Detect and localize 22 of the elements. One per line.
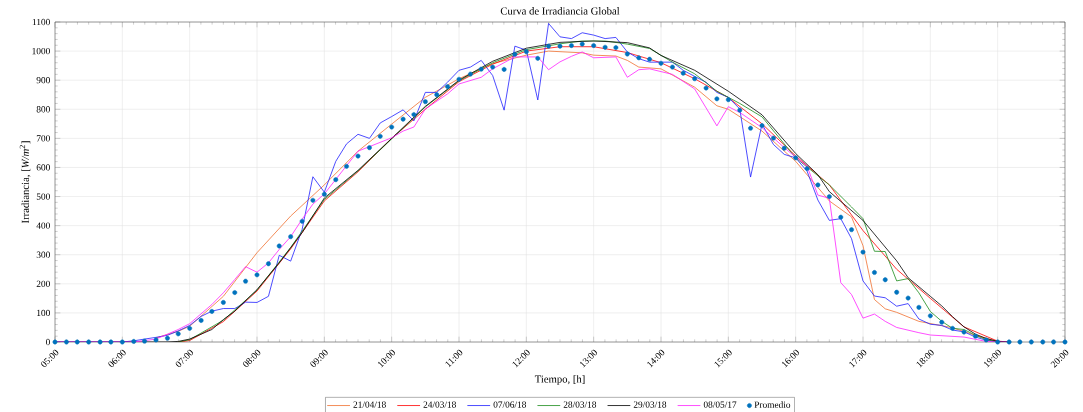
y-tick-label: 800 <box>36 106 50 113</box>
y-tick-label: 400 <box>36 222 50 229</box>
y-axis-title: Irradiancia, [W/m$^{2}$] <box>19 141 31 224</box>
y-tick-label: 600 <box>36 164 50 171</box>
legend-label: 24/03/18 <box>423 401 456 408</box>
y-tick-label: 300 <box>36 251 50 258</box>
y-tick-label: 900 <box>36 77 50 84</box>
chart-title: Curva de Irradiancia Global <box>500 7 620 15</box>
y-tick-label: 1000 <box>32 47 50 55</box>
legend-label: 28/03/18 <box>563 401 597 408</box>
y-tick-label: 700 <box>36 135 50 142</box>
y-tick-label: 100 <box>37 309 50 317</box>
legend-label: Promedio <box>754 401 791 408</box>
x-axis-title: Tiempo, [h] <box>534 375 585 385</box>
y-tick-label: 1100 <box>32 18 50 26</box>
y-tick-label: 0 <box>45 338 50 346</box>
y-tick-label: 200 <box>36 280 50 287</box>
legend-label: 29/03/18 <box>633 401 667 408</box>
legend-label: 21/04/18 <box>353 401 386 408</box>
y-tick-label: 500 <box>36 193 50 200</box>
legend-label: 07/06/18 <box>493 401 527 408</box>
legend-label: 08/05/17 <box>703 401 737 408</box>
